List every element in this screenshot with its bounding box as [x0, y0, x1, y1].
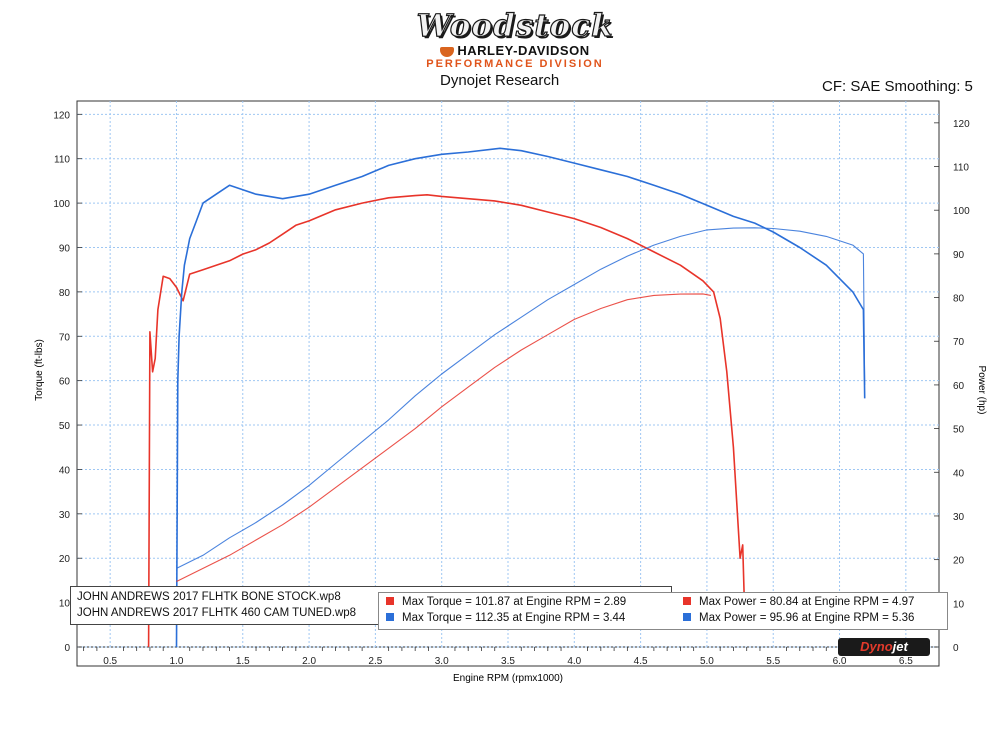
stock-power-line	[176, 293, 712, 582]
woodstock-logo: Woodstock HARLEY-DAVIDSON PERFORMANCE DI…	[395, 7, 635, 70]
stock-color-swatch	[386, 596, 394, 605]
y-tick-label: 10	[59, 599, 71, 610]
y-tick-label: 70	[59, 332, 71, 343]
stock-color-swatch	[683, 596, 691, 605]
stat-stock-torque-text: Max Torque = 101.87 at Engine RPM = 2.89	[402, 596, 627, 608]
axis-ticks: 0.5 1.0 1.5 2.0 2.5 3.0 3.5 4.0 4.5 5.0 5.5 6.0 6.5 0…	[53, 110, 970, 667]
legend-run-tuned: JOHN ANDREWS 2017 FLHTK 460 CAM TUNED.wp…	[77, 607, 357, 619]
x-tick-label: 4.5	[634, 656, 648, 667]
y2-tick-label: 40	[953, 468, 965, 479]
y-tick-label: 30	[59, 510, 71, 521]
tuned-torque-line	[175, 147, 866, 648]
y2-tick-label: 100	[953, 206, 970, 217]
y-tick-label: 20	[59, 554, 71, 565]
stat-stock-power-text: Max Power = 80.84 at Engine RPM = 4.97	[699, 596, 915, 608]
y-tick-label: 50	[59, 421, 71, 432]
stat-tuned-power-text: Max Power = 95.96 at Engine RPM = 5.36	[699, 612, 915, 624]
logo-division-text: PERFORMANCE DIVISION	[426, 58, 604, 70]
x-tick-label: 6.5	[899, 656, 913, 667]
correction-factor-label: CF: SAE Smoothing: 5	[822, 78, 973, 95]
y2-tick-label: 30	[953, 512, 965, 523]
y2-tick-label: 60	[953, 381, 965, 392]
x-tick-label: 2.0	[302, 656, 316, 667]
y2-tick-label: 50	[953, 425, 965, 436]
logo-main-text: Woodstock	[416, 7, 614, 44]
dynojet-logo-part1: Dyno	[860, 639, 893, 654]
y2-tick-label: 0	[953, 643, 959, 654]
x-tick-label: 6.0	[833, 656, 847, 667]
y-tick-label: 0	[64, 643, 70, 654]
logo-brand-text: HARLEY-DAVIDSON	[457, 43, 590, 58]
x-tick-label: 5.0	[700, 656, 714, 667]
y-tick-label: 110	[54, 155, 70, 166]
stat-tuned-power: Max Power = 95.96 at Engine RPM = 5.36	[683, 610, 914, 626]
x-tick-label: 1.0	[170, 656, 184, 667]
x-tick-label: 2.5	[368, 656, 382, 667]
x-tick-label: 5.5	[766, 656, 780, 667]
dynojet-logo: Dynojet	[838, 638, 930, 656]
tuned-power-line	[176, 227, 866, 569]
x-tick-label: 4.0	[567, 656, 581, 667]
y2-tick-label: 80	[953, 294, 965, 305]
y-tick-label: 90	[59, 243, 71, 254]
y2-axis-label: Power (hp)	[976, 366, 987, 415]
stats-box	[378, 592, 948, 630]
y-tick-label: 100	[53, 199, 70, 210]
y-tick-label: 120	[53, 110, 70, 121]
shield-icon	[440, 46, 455, 57]
tuned-color-swatch	[386, 612, 394, 621]
stock-torque-line	[147, 194, 745, 648]
y2-tick-label: 20	[953, 556, 965, 567]
stat-stock-torque: Max Torque = 101.87 at Engine RPM = 2.89	[386, 594, 626, 610]
stat-tuned-torque: Max Torque = 112.35 at Engine RPM = 3.44	[386, 610, 625, 626]
y2-tick-label: 120	[953, 119, 970, 130]
x-tick-label: 0.5	[103, 656, 117, 667]
stat-stock-power: Max Power = 80.84 at Engine RPM = 4.97	[683, 594, 914, 610]
x-tick-label: 3.5	[501, 656, 515, 667]
y2-tick-label: 70	[953, 337, 965, 348]
tuned-color-swatch	[683, 612, 691, 621]
x-tick-label: 3.0	[435, 656, 449, 667]
logo-brand-line: HARLEY-DAVIDSON	[395, 43, 635, 58]
y-tick-label: 60	[59, 377, 71, 388]
y2-tick-label: 10	[953, 599, 965, 610]
series-layer	[147, 147, 866, 648]
y2-tick-label: 110	[953, 163, 969, 174]
chart-subtitle: Dynojet Research	[440, 72, 560, 89]
stat-tuned-torque-text: Max Torque = 112.35 at Engine RPM = 3.44	[402, 612, 626, 624]
y2-tick-label: 90	[953, 250, 965, 261]
x-tick-label: 1.5	[236, 656, 250, 667]
x-axis-label: Engine RPM (rpmx1000)	[453, 673, 563, 684]
y-tick-label: 40	[59, 465, 71, 476]
dynojet-logo-part2: jet	[892, 639, 908, 654]
legend-run-stock: JOHN ANDREWS 2017 FLHTK BONE STOCK.wp8	[77, 591, 341, 603]
y-tick-label: 80	[59, 288, 71, 299]
y-axis-label: Torque (ft-lbs)	[34, 339, 45, 401]
